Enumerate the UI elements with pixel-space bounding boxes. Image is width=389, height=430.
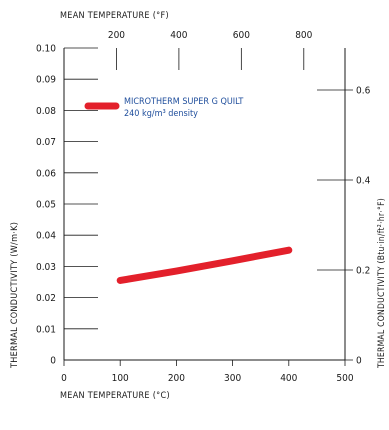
x-tick-label: 100 [112, 373, 129, 384]
y-tick-label: 0.01 [36, 324, 56, 335]
series-line [116, 246, 293, 284]
y-tick-label: 0.08 [36, 106, 56, 117]
y-right-tick-label: 0.2 [356, 266, 370, 277]
y-tick-label: 0.02 [36, 293, 56, 304]
x-axis-top-title: MEAN TEMPERATURE (°F) [60, 11, 169, 21]
y-tick-label: 0.07 [36, 137, 56, 148]
legend: MICROTHERM SUPER G QUILT 240 kg/m³ densi… [84, 97, 243, 119]
x-tick-label: 500 [336, 373, 353, 384]
y-tick-label: 0 [50, 356, 56, 367]
y-axis-left-ticks: 0 0.01 0.02 0.03 0.04 0.05 0.06 0.07 0.08 0.09 0.1… [36, 44, 98, 367]
x-top-tick-label: 800 [295, 30, 312, 41]
y-tick-label: 0.06 [36, 168, 56, 179]
y-tick-label: 0.09 [36, 75, 56, 86]
y-tick-label: 0.10 [36, 44, 56, 55]
y-axis-right-title: THERMAL CONDUCTIVITY (Btu·in/ft²·hr·°F) [377, 198, 387, 369]
y-tick-label: 0.04 [36, 231, 56, 242]
y-tick-label: 0.03 [36, 262, 56, 273]
y-axis-right-ticks: 0 0.2 0.4 0.6 [317, 86, 371, 367]
x-axis-bottom-title: MEAN TEMPERATURE (°C) [60, 391, 170, 401]
y-right-tick-label: 0 [356, 356, 362, 367]
x-top-tick-label: 400 [170, 30, 187, 41]
legend-series-name: MICROTHERM SUPER G QUILT [124, 97, 243, 107]
y-tick-label: 0.05 [36, 200, 56, 211]
y-right-tick-label: 0.4 [356, 176, 371, 187]
x-tick-label: 0 [61, 373, 67, 384]
x-tick-label: 300 [224, 373, 241, 384]
x-top-tick-label: 600 [233, 30, 250, 41]
x-top-tick-label: 200 [108, 30, 125, 41]
x-axis-bottom-ticks: 0 100 200 300 400 500 [61, 360, 354, 384]
x-tick-label: 200 [168, 373, 185, 384]
y-right-tick-label: 0.6 [356, 86, 371, 97]
x-tick-label: 400 [280, 373, 297, 384]
plot-frame [63, 48, 346, 361]
y-axis-left-title: THERMAL CONDUCTIVITY (W/m·K) [10, 222, 20, 369]
legend-series-density: 240 kg/m³ density [124, 109, 198, 119]
series-layer [116, 246, 293, 284]
x-axis-top-ticks: 200 400 600 800 [108, 30, 313, 70]
